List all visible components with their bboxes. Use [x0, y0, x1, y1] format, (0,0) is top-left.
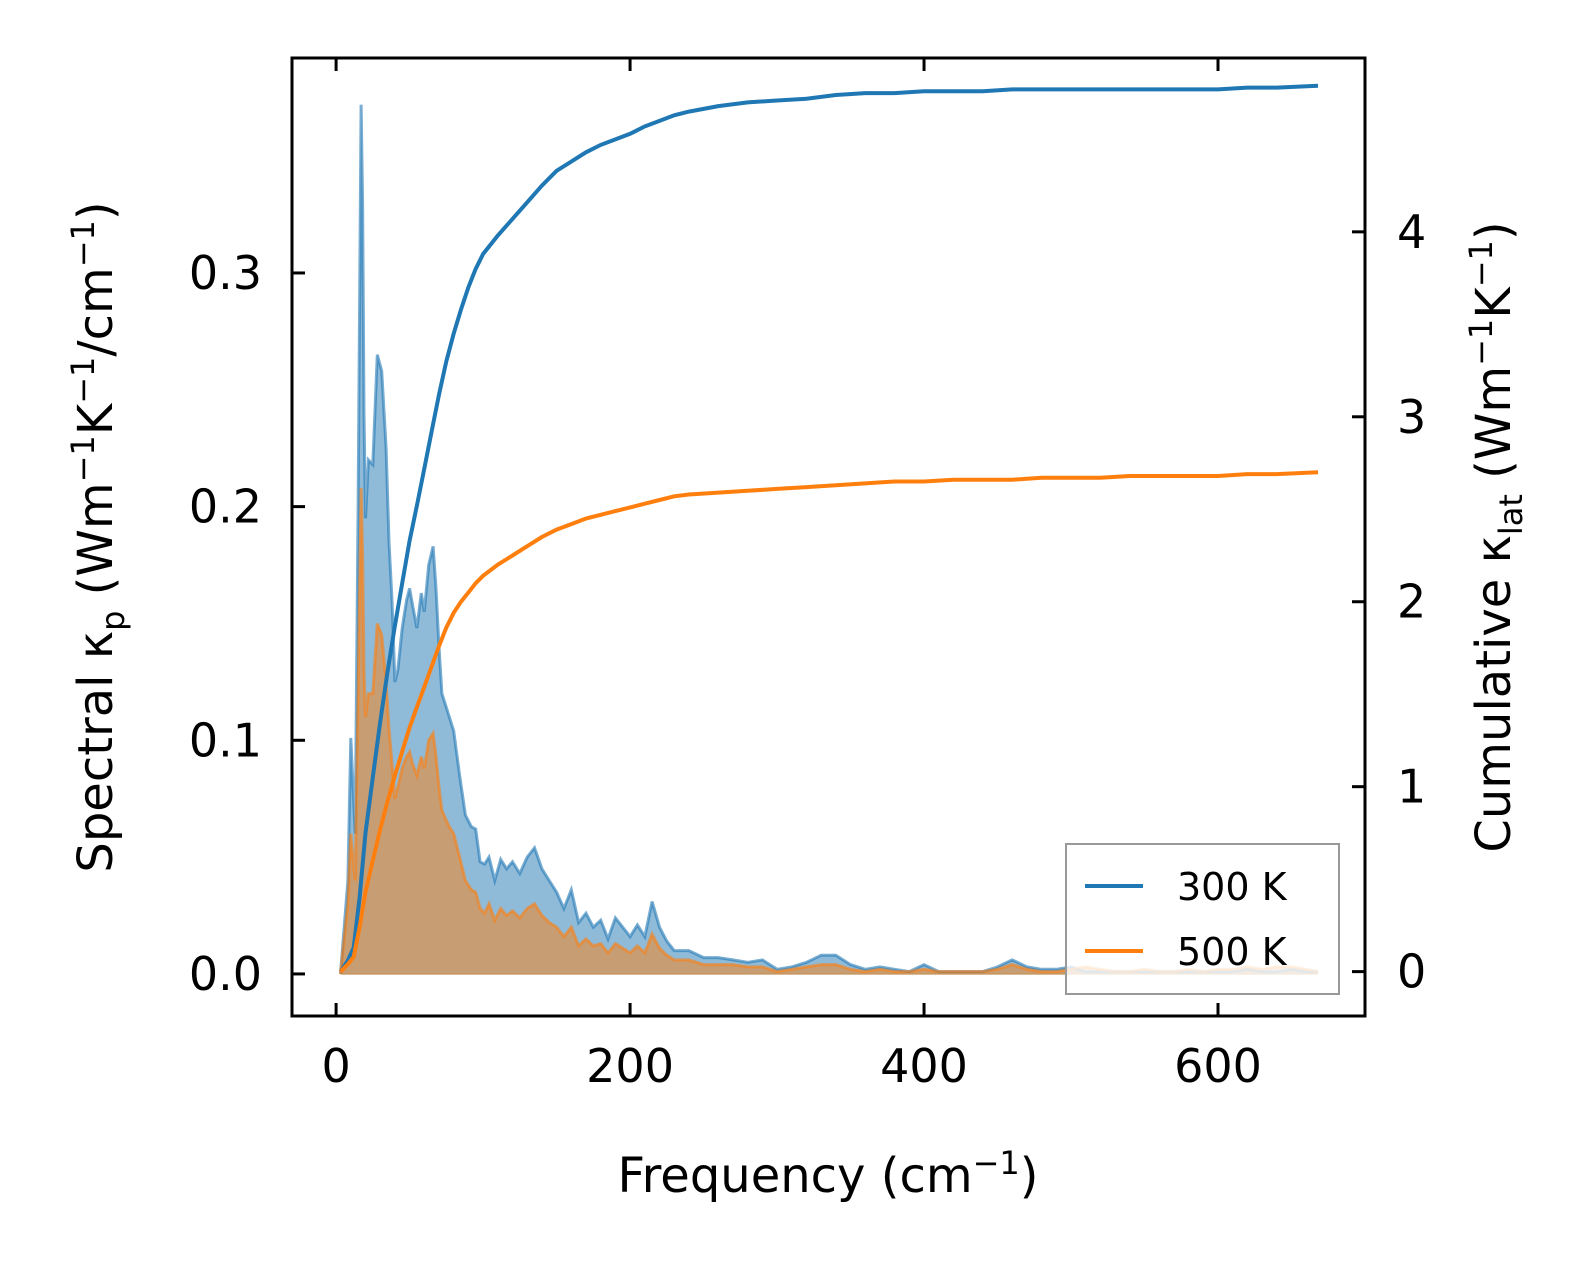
y-right-tick-label: 0: [1397, 945, 1426, 999]
x-tick-label: 600: [1174, 1039, 1262, 1093]
spectral-line-500k: [339, 487, 1319, 975]
plot-area: [338, 83, 1319, 975]
legend-label-500k: 500 K: [1177, 930, 1288, 974]
y-right-tick-label: 1: [1397, 760, 1426, 814]
axis-ticks: 0 200 400 600 0.0 0.1 0.2 0.3 0 1 2 3 4: [189, 58, 1426, 1093]
cumulative-lines: [338, 83, 1319, 974]
y-right-tick-label: 4: [1397, 205, 1426, 259]
y-left-tick-label: 0.1: [189, 713, 262, 767]
spectral-lines: [339, 104, 1319, 975]
y-right-tick-label: 3: [1397, 390, 1426, 444]
x-tick-label: 200: [586, 1039, 674, 1093]
y-left-tick-label: 0.3: [189, 246, 262, 300]
x-tick-label: 400: [880, 1039, 968, 1093]
spectral-line-300k: [339, 104, 1318, 975]
y-left-axis-label: Spectral κp (Wm−1K−1/cm−1): [64, 201, 132, 872]
x-tick-label: 0: [321, 1039, 350, 1093]
y-left-tick-label: 0.2: [189, 480, 262, 534]
legend: 300 K 500 K: [1065, 843, 1340, 995]
y-left-tick-label: 0.0: [189, 947, 262, 1001]
cumulative-line-500k: [339, 470, 1319, 974]
plot-frame: [290, 56, 1367, 1018]
x-axis-label: Frequency (cm−1): [617, 1144, 1038, 1204]
cumulative-line-300k: [338, 83, 1319, 973]
legend-box: [1065, 843, 1340, 995]
legend-label-300k: 300 K: [1177, 865, 1288, 909]
spectral-fill-500k: [340, 487, 1318, 974]
y-right-tick-label: 2: [1397, 575, 1426, 629]
y-right-axis-label: Cumulative κlat (Wm−1K−1): [1462, 221, 1530, 852]
